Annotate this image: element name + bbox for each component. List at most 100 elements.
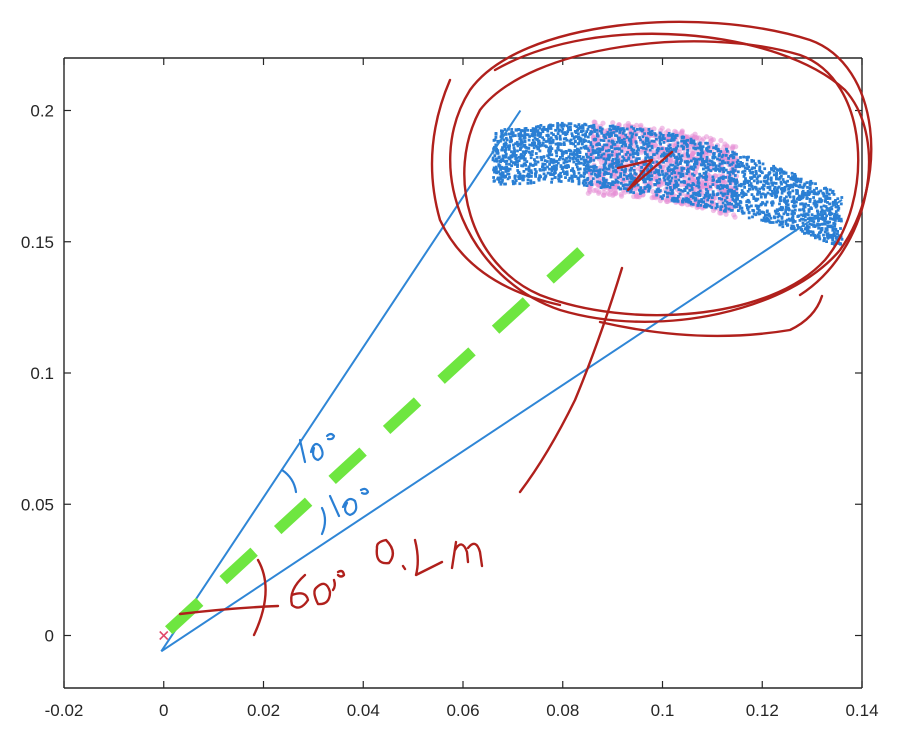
scatter-point (567, 122, 571, 126)
scatter-point (519, 142, 522, 146)
scatter-point (810, 223, 814, 226)
scatter-point (761, 201, 765, 205)
scatter-point (756, 197, 760, 201)
scatter-point (658, 189, 662, 192)
scatter-point (583, 161, 586, 165)
scatter-point (666, 195, 669, 199)
scatter-point (522, 178, 525, 182)
scatter-point (661, 134, 665, 137)
scatter-point (536, 160, 540, 164)
scatter-point (563, 143, 566, 146)
scatter-point (826, 236, 830, 239)
scatter-point (682, 147, 685, 151)
highlight-point (693, 135, 700, 141)
scatter-point (793, 173, 797, 177)
scatter-point (740, 206, 744, 210)
scatter-point (802, 214, 805, 218)
scatter-point (541, 130, 545, 133)
scatter-point (592, 158, 596, 162)
scatter-point (596, 156, 600, 160)
scatter-point (684, 198, 688, 202)
scatter-point (712, 167, 715, 171)
scatter-point (741, 210, 744, 214)
scatter-point (647, 177, 650, 180)
scatter-point (657, 187, 660, 191)
scatter-point (592, 123, 596, 127)
scatter-point (548, 153, 551, 157)
scatter-point (517, 132, 521, 136)
scatter-point (796, 223, 799, 227)
scatter-point (719, 208, 723, 211)
scatter-point (731, 167, 735, 171)
highlight-point (638, 149, 645, 155)
scatter-point (716, 205, 719, 208)
scatter-point (660, 138, 664, 141)
scatter-point (788, 195, 792, 199)
scatter-point (534, 175, 537, 178)
scatter-point (698, 144, 702, 147)
scatter-point (601, 145, 605, 149)
scatter-point (825, 229, 829, 232)
scatter-point (542, 168, 546, 172)
scatter-point (565, 151, 568, 155)
scatter-point (753, 162, 757, 165)
scatter-point (646, 139, 650, 143)
scatter-point (771, 183, 775, 187)
scatter-point (690, 167, 694, 171)
scatter-point (648, 185, 652, 189)
scatter-point (630, 148, 634, 151)
scatter-point (674, 161, 678, 165)
scatter-point (697, 176, 701, 179)
scatter-point (629, 189, 633, 192)
scatter-point (501, 178, 504, 182)
scatter-point (720, 197, 723, 201)
scatter-point (654, 168, 658, 172)
scatter-point (803, 191, 807, 195)
scatter-point (828, 196, 832, 200)
scatter-point (706, 162, 710, 166)
scatter-point (614, 178, 618, 182)
scatter-point (758, 187, 761, 191)
scatter-point (665, 156, 669, 160)
scatter-point (557, 177, 561, 181)
scatter-point (572, 142, 575, 146)
scatter-point (617, 186, 621, 189)
scatter-point (556, 147, 560, 150)
scatter-point (696, 176, 699, 180)
scatter-point (494, 135, 498, 139)
highlight-point (732, 214, 738, 220)
scatter-point (699, 155, 703, 158)
scatter-point (578, 151, 582, 154)
scatter-point (675, 134, 679, 137)
highlight-point (600, 120, 606, 126)
scatter-point (803, 227, 807, 231)
scatter-point (731, 161, 735, 165)
scatter-point (776, 215, 780, 219)
scatter-point (768, 214, 772, 218)
scatter-point (504, 150, 507, 153)
scatter-point (586, 127, 590, 131)
scatter-point (598, 180, 601, 184)
scatter-point (692, 146, 696, 150)
scatter-point (727, 188, 731, 192)
scatter-point (555, 154, 559, 158)
scatter-point (789, 226, 793, 230)
scatter-point (632, 151, 636, 155)
scatter-point (620, 138, 624, 142)
scatter-point (810, 216, 814, 220)
scatter-point (574, 157, 578, 160)
scatter-point (655, 193, 659, 197)
scatter-point (784, 171, 788, 175)
scatter-point (666, 177, 670, 181)
scatter-point (757, 159, 761, 163)
scatter-point (559, 137, 562, 141)
scatter-point (643, 142, 647, 145)
scatter-point (700, 174, 703, 178)
scatter-point (751, 166, 755, 170)
scatter-point (641, 128, 645, 132)
scatter-point (573, 144, 577, 148)
scatter-point (769, 216, 773, 220)
scatter-point (640, 146, 643, 149)
scatter-point (753, 175, 756, 178)
scatter-point (837, 214, 841, 218)
